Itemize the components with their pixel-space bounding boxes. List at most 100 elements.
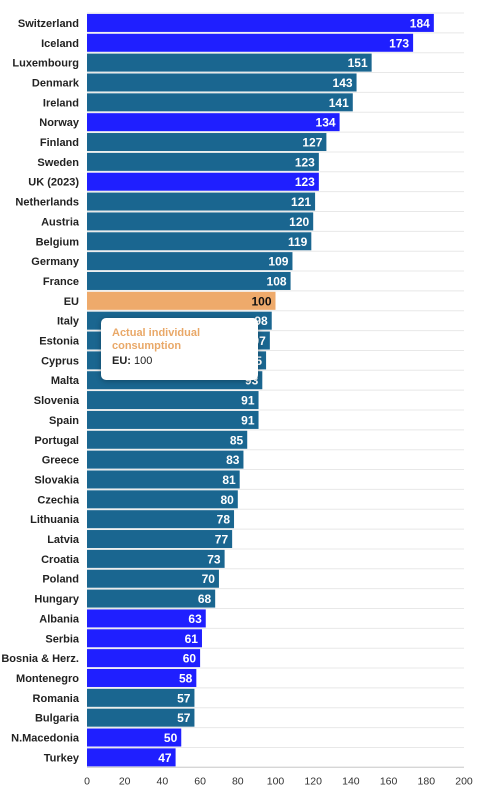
- bar[interactable]: [87, 13, 434, 32]
- category-label: N.Macedonia: [11, 733, 80, 745]
- x-tick-label: 140: [342, 775, 360, 787]
- bar[interactable]: [87, 549, 225, 568]
- value-label: 91: [241, 413, 255, 427]
- bar[interactable]: [87, 172, 319, 191]
- category-label: Greece: [42, 455, 79, 467]
- value-label: 100: [251, 294, 271, 308]
- bar[interactable]: [87, 73, 357, 92]
- category-label: Germany: [31, 256, 80, 268]
- value-label: 108: [267, 274, 287, 288]
- bar[interactable]: [87, 688, 195, 707]
- bar[interactable]: [87, 530, 233, 549]
- category-label: Croatia: [41, 554, 80, 566]
- category-label: Serbia: [45, 633, 80, 645]
- value-label: 81: [222, 473, 236, 487]
- tooltip: Actual individual consumption EU: 100: [101, 318, 258, 380]
- value-label: 141: [329, 96, 349, 110]
- category-label: Iceland: [41, 38, 79, 50]
- bar[interactable]: [87, 53, 372, 72]
- bar[interactable]: [87, 410, 259, 429]
- x-tick-label: 200: [455, 775, 473, 787]
- bar[interactable]: [87, 470, 240, 489]
- tooltip-title: Actual individual consumption: [112, 327, 201, 352]
- category-label: Albania: [39, 613, 80, 625]
- bar[interactable]: [87, 609, 206, 628]
- bar[interactable]: [87, 629, 202, 648]
- value-label: 70: [202, 572, 216, 586]
- category-label: Sweden: [37, 157, 79, 169]
- bar[interactable]: [87, 649, 201, 668]
- bar[interactable]: [87, 748, 176, 767]
- bar[interactable]: [87, 589, 216, 608]
- bar[interactable]: [87, 728, 182, 747]
- category-label: Turkey: [44, 752, 80, 764]
- value-label: 50: [164, 731, 178, 745]
- value-label: 123: [295, 175, 315, 189]
- category-label: Poland: [42, 574, 79, 586]
- tooltip-key: EU:: [112, 355, 131, 367]
- value-label: 91: [241, 394, 255, 408]
- bar[interactable]: [87, 93, 353, 112]
- value-label: 80: [220, 493, 234, 507]
- bar[interactable]: [87, 113, 340, 132]
- category-label: Hungary: [34, 594, 80, 606]
- category-label: Czechia: [37, 494, 79, 506]
- bar[interactable]: [87, 430, 248, 449]
- bar[interactable]: [87, 271, 291, 290]
- category-label: Belgium: [36, 236, 80, 248]
- category-label: Norway: [39, 117, 80, 129]
- category-label: Netherlands: [15, 197, 79, 209]
- value-label: 120: [289, 215, 309, 229]
- x-tick-label: 40: [157, 775, 169, 787]
- value-label: 57: [177, 691, 191, 705]
- bar[interactable]: [87, 450, 244, 469]
- x-tick-label: 60: [194, 775, 206, 787]
- category-label: Italy: [57, 316, 80, 328]
- value-label: 63: [188, 612, 202, 626]
- category-label: France: [43, 276, 79, 288]
- value-label: 77: [215, 533, 229, 547]
- x-tick-label: 120: [304, 775, 322, 787]
- bar[interactable]: [87, 490, 238, 509]
- bars: [87, 13, 434, 767]
- bar[interactable]: [87, 152, 319, 171]
- bar[interactable]: [87, 291, 276, 310]
- bar[interactable]: [87, 510, 235, 529]
- x-tick-label: 80: [232, 775, 244, 787]
- category-label: Estonia: [39, 336, 80, 348]
- category-label: Denmark: [32, 77, 80, 89]
- bar[interactable]: [87, 192, 316, 211]
- value-label: 78: [217, 513, 231, 527]
- value-label: 143: [333, 76, 353, 90]
- category-label: Portugal: [34, 435, 79, 447]
- bar[interactable]: [87, 569, 219, 588]
- x-tick-label: 160: [380, 775, 398, 787]
- bar[interactable]: [87, 33, 414, 52]
- value-label: 121: [291, 195, 311, 209]
- value-label: 58: [179, 671, 193, 685]
- bar[interactable]: [87, 252, 293, 271]
- value-label: 57: [177, 711, 191, 725]
- value-label: 47: [158, 751, 172, 765]
- bar[interactable]: [87, 232, 312, 251]
- bar[interactable]: [87, 133, 327, 152]
- bar[interactable]: [87, 391, 259, 410]
- value-label: 73: [207, 552, 221, 566]
- value-label: 123: [295, 155, 315, 169]
- category-label: Romania: [33, 693, 80, 705]
- category-label: Spain: [49, 415, 79, 427]
- category-label: Switzerland: [18, 18, 79, 30]
- category-labels: Switzerland Iceland Luxembourg Denmark Irela…: [1, 18, 80, 764]
- value-label: 61: [185, 632, 199, 646]
- bar[interactable]: [87, 668, 197, 687]
- category-label: Ireland: [43, 97, 79, 109]
- category-label: Finland: [40, 137, 79, 149]
- bar[interactable]: [87, 708, 195, 727]
- x-tick-label: 0: [84, 775, 90, 787]
- value-label: 85: [230, 433, 244, 447]
- bar[interactable]: [87, 212, 314, 231]
- category-label: Latvia: [47, 534, 80, 546]
- value-label: 68: [198, 592, 212, 606]
